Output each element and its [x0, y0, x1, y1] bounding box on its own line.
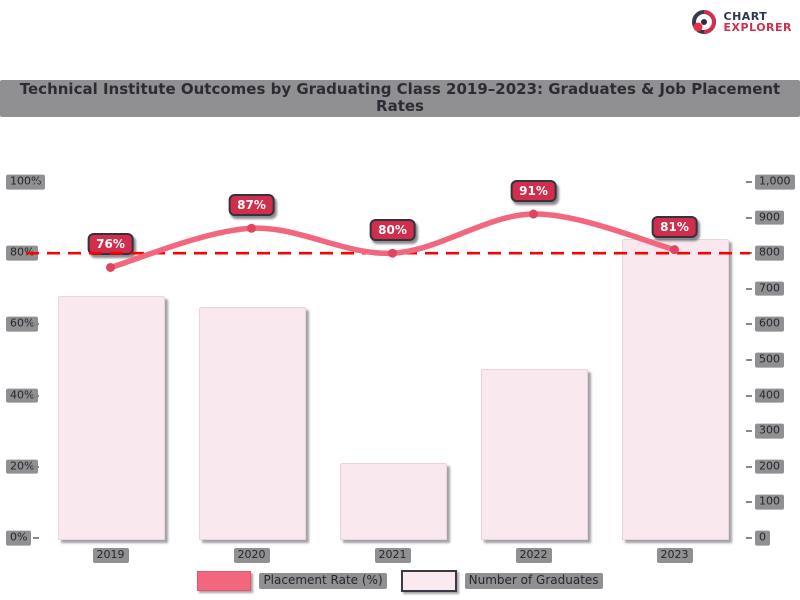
- bar: [199, 306, 306, 540]
- right-axis-tick-label: 800: [755, 245, 784, 261]
- right-axis-tick-label: 200: [755, 459, 784, 475]
- left-axis-tick-label: 100%: [6, 174, 46, 190]
- left-axis-tick-mark: [33, 537, 39, 539]
- rate-badge: 81%: [651, 215, 698, 238]
- left-axis-tick-label: 60%: [6, 317, 39, 332]
- logo-text-line2: EXPLORER: [723, 21, 792, 34]
- right-axis-tick-mark: [746, 359, 752, 361]
- right-axis-tick-label: 0: [755, 530, 770, 546]
- right-axis-tick-mark: [746, 465, 752, 468]
- bar: [58, 295, 165, 540]
- x-axis-tick-label: 2021: [374, 548, 411, 563]
- right-axis-tick-mark: [746, 537, 752, 539]
- right-axis-tick-label: 300: [755, 423, 784, 439]
- legend-item-line: Placement Rate (%): [197, 571, 387, 591]
- left-axis-tick-mark: [33, 323, 39, 326]
- scope-logo-icon: [691, 10, 716, 34]
- right-axis-tick-label: 100: [755, 495, 784, 510]
- left-axis-tick-mark: [33, 394, 39, 397]
- x-axis-tick-label: 2022: [515, 548, 552, 563]
- right-axis-tick-mark: [746, 323, 752, 326]
- rate-line: [107, 211, 678, 271]
- line-point: [106, 262, 115, 272]
- right-axis-tick-label: 400: [755, 388, 784, 403]
- right-axis-tick-mark: [746, 501, 752, 504]
- left-axis-tick-mark: [33, 465, 39, 468]
- line-point: [247, 223, 256, 233]
- right-axis-tick-label: 700: [755, 281, 784, 297]
- right-axis-tick-label: 600: [755, 317, 784, 332]
- legend-label-bars: Number of Graduates: [464, 573, 603, 589]
- left-axis-tick-label: 40%: [6, 388, 39, 403]
- left-axis-tick-label: 0%: [6, 530, 32, 546]
- legend-item-bars: Number of Graduates: [400, 570, 603, 592]
- left-axis-tick-label: 80%: [6, 245, 39, 261]
- chart-title: Technical Institute Outcomes by Graduati…: [0, 80, 800, 117]
- title-row: Technical Institute Outcomes by Graduati…: [0, 80, 800, 117]
- right-axis-tick-mark: [746, 216, 752, 219]
- right-axis-tick-label: 900: [755, 210, 784, 225]
- legend-label-line: Placement Rate (%): [259, 573, 387, 589]
- rate-badge: 91%: [510, 180, 557, 203]
- line-point: [388, 248, 397, 258]
- logo-text-line1: CHART: [723, 9, 768, 23]
- left-axis-tick-mark: [33, 181, 39, 183]
- bar: [481, 368, 588, 540]
- rate-badge: 87%: [228, 194, 275, 217]
- right-axis-tick-label: 500: [755, 352, 784, 368]
- right-axis-tick-label: 1,000: [755, 174, 795, 190]
- left-axis-tick-label: 20%: [6, 459, 39, 475]
- right-axis-tick-mark: [746, 287, 752, 290]
- right-axis-tick-mark: [746, 394, 752, 397]
- rate-badge: 80%: [369, 219, 416, 242]
- right-axis-tick-mark: [746, 181, 752, 183]
- x-axis-tick-label: 2019: [92, 548, 129, 563]
- bar: [340, 463, 447, 540]
- line-point: [670, 245, 679, 255]
- right-axis-tick-mark: [746, 430, 752, 433]
- legend-swatch-line: [197, 571, 252, 591]
- brand-logo: CHART EXPLORER: [689, 7, 792, 37]
- line-point: [529, 209, 538, 219]
- x-axis-tick-label: 2023: [656, 548, 693, 563]
- bar: [622, 238, 729, 540]
- legend-swatch-bars: [400, 570, 457, 592]
- x-axis-tick-label: 2020: [233, 548, 270, 563]
- legend: Placement Rate (%) Number of Graduates: [0, 570, 800, 592]
